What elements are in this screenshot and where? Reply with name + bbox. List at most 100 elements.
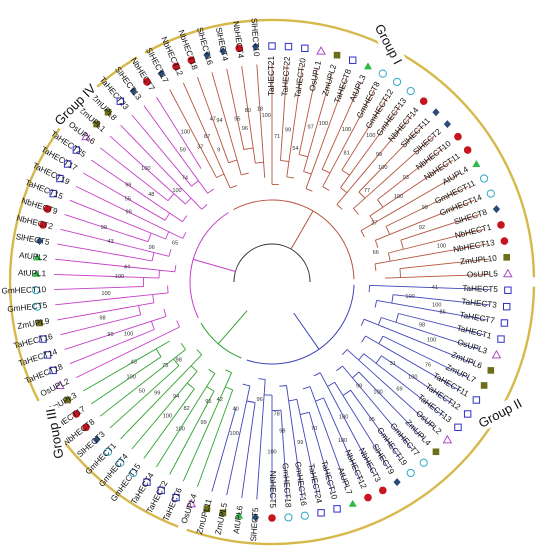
- branch-49: [212, 407, 236, 491]
- bootstrap-55: 99: [107, 332, 113, 338]
- branch-79: [121, 125, 202, 209]
- branch-70: [57, 244, 152, 261]
- group-label-0: Group I: [372, 22, 406, 67]
- leaf-label-50: OsUPL4: [180, 492, 199, 525]
- bootstrap-74: 87: [204, 134, 210, 140]
- leaf-marker-31: [464, 411, 470, 417]
- bootstrap-3: 100: [319, 121, 328, 127]
- clade-arc-10: [337, 205, 342, 210]
- clade-arc-68: [159, 270, 160, 278]
- leaf-marker-36: [407, 469, 414, 476]
- clade-arc-65: [153, 295, 154, 303]
- bootstrap-39: 100: [230, 431, 239, 437]
- clade-arc-52: [207, 387, 215, 391]
- bootstrap-31: 100: [339, 414, 348, 420]
- leaf-label-0: TaHECT21: [267, 56, 276, 96]
- bootstrap-71: 59: [180, 147, 186, 153]
- clade-arc-35: [336, 366, 342, 371]
- bootstrap-28: 95: [369, 417, 375, 423]
- clade-arc-56: [197, 350, 202, 355]
- bootstrap-63: 65: [172, 240, 178, 246]
- leaf-label-70: SlHECT5: [15, 232, 51, 247]
- root-arc: [234, 244, 310, 282]
- clade-arc-20: [375, 264, 376, 271]
- bootstrap-80: 9: [217, 147, 220, 153]
- clade-arc-15: [361, 231, 364, 237]
- leaf-label-23: TaHECT5: [462, 284, 498, 294]
- leaf-marker-30: [473, 397, 479, 403]
- clade-arc-59: [156, 349, 161, 357]
- leaf-label-49: ZmUPL11: [195, 497, 214, 535]
- leaf-label-42: TaHECT24: [307, 463, 324, 504]
- leaf-marker-37: [393, 478, 400, 486]
- bootstrap-43: 99: [200, 420, 206, 426]
- bootstrap-79: 96: [242, 126, 248, 132]
- group-spoke-1: [294, 313, 319, 349]
- group-base-arc-3: [190, 213, 228, 318]
- branch-48: [227, 386, 250, 495]
- bootstrap-51: 43: [131, 359, 137, 365]
- leaf-marker-21: [503, 254, 510, 261]
- leaf-marker-25: [501, 320, 507, 326]
- clade-arc-87: [244, 148, 253, 150]
- leaf-marker-38: [379, 487, 387, 495]
- clade-arc-31: [376, 356, 381, 364]
- bootstrap-33: 70: [311, 426, 317, 432]
- clade-arc-17: [375, 240, 378, 247]
- clade-arc-28: [361, 319, 364, 325]
- leaf-marker-0: [269, 43, 275, 49]
- clade-arc-42: [289, 399, 297, 401]
- bootstrap-77: 95: [234, 117, 240, 123]
- leaf-label-66: GmHECT5: [7, 301, 48, 314]
- leaf-label-2: TaHECT20: [293, 57, 308, 98]
- bootstrap-53: 98: [176, 358, 182, 364]
- leaf-label-87: SlHECT4: [214, 27, 230, 63]
- leaf-marker-17: [487, 190, 494, 197]
- clade-arc-81: [208, 189, 214, 193]
- clade-arc-19: [388, 253, 390, 261]
- bootstrap-66: 99: [125, 183, 131, 189]
- leaf-marker-1: [285, 43, 291, 49]
- bootstrap-6: 81: [343, 150, 349, 156]
- clade-arc-6: [322, 169, 330, 173]
- leaf-marker-13: [454, 133, 462, 141]
- leaf-label-64: TaHECT16: [13, 332, 54, 351]
- bootstrap-70: 74: [182, 176, 188, 182]
- bootstrap-64: 99: [125, 210, 131, 216]
- clade-arc-72: [148, 233, 151, 242]
- bootstrap-16: 27: [371, 220, 377, 226]
- clade-arc-12: [354, 209, 359, 215]
- leaf-label-68: AtUPL1: [18, 268, 47, 278]
- clade-arc-13: [377, 200, 383, 208]
- bootstrap-4: 54: [292, 146, 298, 152]
- leaf-label-71: NbHECT2: [15, 214, 54, 232]
- leaf-marker-32: [455, 424, 461, 430]
- group-spoke-0: [291, 211, 313, 249]
- leaf-marker-19: [497, 221, 505, 229]
- leaf-label-48: ZmUPL5: [214, 502, 230, 536]
- group-base-arc-0: [234, 200, 355, 279]
- clade-arc-86: [241, 173, 249, 175]
- branch-77: [100, 148, 168, 201]
- bootstrap-26: 69: [396, 386, 402, 392]
- bootstrap-23: 100: [427, 338, 436, 344]
- leaf-marker-16: [481, 175, 488, 182]
- clade-arc-24: [392, 295, 393, 303]
- bootstrap-44: 100: [176, 426, 185, 432]
- clade-arc-47: [247, 401, 255, 403]
- clade-arc-5: [306, 189, 312, 192]
- leaf-label-1: TaHECT22: [280, 56, 292, 97]
- leaf-marker-24: [504, 303, 510, 309]
- bootstrap-15: 100: [437, 243, 446, 249]
- clade-arc-33: [342, 350, 347, 355]
- group-spoke-3: [193, 259, 235, 271]
- clade-arc-27: [378, 318, 381, 326]
- clade-arc-53: [209, 369, 215, 373]
- leaf-label-22: OsUPL5: [467, 269, 499, 279]
- leaf-marker-12: [444, 120, 451, 128]
- leaf-marker-28: [488, 367, 495, 374]
- leaf-label-25: TaHECT7: [459, 310, 496, 325]
- bootstrap-54: 100: [124, 332, 133, 338]
- bootstrap-29: 31: [390, 361, 396, 367]
- bootstrap-57: 100: [101, 291, 110, 297]
